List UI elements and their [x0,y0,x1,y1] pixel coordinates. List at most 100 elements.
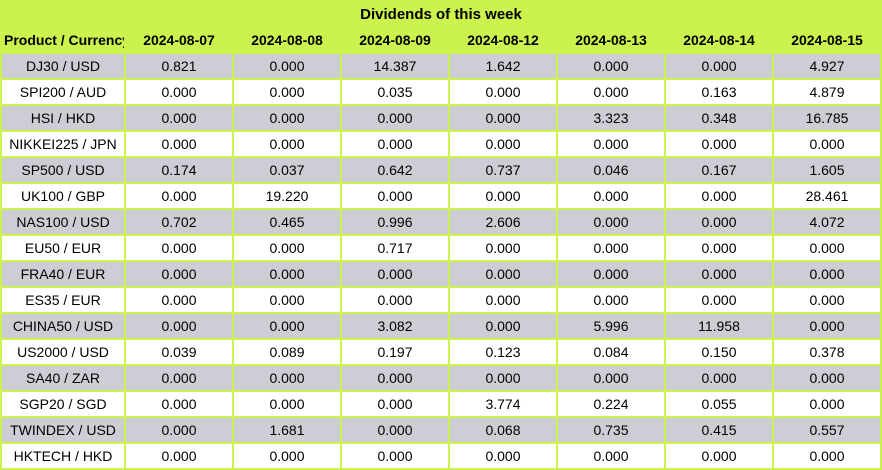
value-cell: 0.000 [124,390,234,418]
column-header-row: Product / Currency 2024-08-07 2024-08-08 20… [0,27,882,54]
value-cell: 0.000 [124,260,234,288]
value-cell: 0.224 [556,390,666,418]
table-row: CHINA50 / USD 0.000 0.000 3.082 0.000 5.996 11… [0,312,882,340]
value-cell: 0.000 [772,364,882,392]
value-cell: 0.000 [340,416,450,444]
product-cell: DJ30 / USD [0,52,126,80]
value-cell: 0.035 [340,78,450,106]
value-cell: 0.000 [664,260,774,288]
value-cell: 5.996 [556,312,666,340]
value-cell: 3.082 [340,312,450,340]
product-cell: NAS100 / USD [0,208,126,236]
value-cell: 0.000 [124,104,234,132]
value-cell: 1.605 [772,156,882,184]
value-cell: 0.000 [664,182,774,210]
product-cell: SPI200 / AUD [0,78,126,106]
value-cell: 0.000 [664,442,774,470]
value-cell: 0.000 [340,364,450,392]
value-cell: 0.000 [124,182,234,210]
product-cell: US2000 / USD [0,338,126,366]
value-cell: 0.000 [124,78,234,106]
product-cell: SA40 / ZAR [0,364,126,392]
value-cell: 28.461 [772,182,882,210]
table-row: HKTECH / HKD 0.000 0.000 0.000 0.000 0.000 0.0… [0,442,882,470]
date-column-header: 2024-08-09 [340,27,450,54]
value-cell: 0.821 [124,52,234,80]
value-cell: 0.000 [232,104,342,132]
value-cell: 0.000 [124,234,234,262]
value-cell: 0.717 [340,234,450,262]
value-cell: 0.000 [340,260,450,288]
value-cell: 0.000 [556,52,666,80]
value-cell: 0.000 [448,312,558,340]
value-cell: 0.000 [232,364,342,392]
value-cell: 0.000 [664,52,774,80]
value-cell: 0.000 [556,260,666,288]
value-cell: 0.000 [232,260,342,288]
value-cell: 0.000 [772,286,882,314]
table-row: NAS100 / USD 0.702 0.465 0.996 2.606 0.000 0.0… [0,208,882,236]
value-cell: 0.000 [556,442,666,470]
value-cell: 4.879 [772,78,882,106]
table-row: SP500 / USD 0.174 0.037 0.642 0.737 0.046 0.16… [0,156,882,184]
product-cell: ES35 / EUR [0,286,126,314]
table-row: SPI200 / AUD 0.000 0.000 0.035 0.000 0.000 0.1… [0,78,882,106]
value-cell: 0.000 [556,286,666,314]
value-cell: 0.123 [448,338,558,366]
date-column-header: 2024-08-12 [448,27,558,54]
value-cell: 0.000 [772,260,882,288]
value-cell: 0.000 [340,130,450,158]
value-cell: 4.072 [772,208,882,236]
value-cell: 11.958 [664,312,774,340]
value-cell: 0.167 [664,156,774,184]
value-cell: 0.150 [664,338,774,366]
value-cell: 16.785 [772,104,882,132]
value-cell: 0.000 [772,312,882,340]
product-cell: EU50 / EUR [0,234,126,262]
value-cell: 0.465 [232,208,342,236]
value-cell: 0.000 [664,130,774,158]
value-cell: 0.000 [232,130,342,158]
product-cell: SP500 / USD [0,156,126,184]
value-cell: 0.642 [340,156,450,184]
product-cell: NIKKEI225 / JPN [0,130,126,158]
value-cell: 0.000 [664,286,774,314]
value-cell: 0.000 [448,182,558,210]
value-cell: 0.996 [340,208,450,236]
table-row: US2000 / USD 0.039 0.089 0.197 0.123 0.084 0.1… [0,338,882,366]
value-cell: 0.000 [556,364,666,392]
product-cell: FRA40 / EUR [0,260,126,288]
table-row: SGP20 / SGD 0.000 0.000 0.000 3.774 0.224 0.05… [0,390,882,418]
value-cell: 19.220 [232,182,342,210]
product-currency-header: Product / Currency [0,27,126,54]
value-cell: 1.642 [448,52,558,80]
value-cell: 0.000 [772,234,882,262]
table-row: UK100 / GBP 0.000 19.220 0.000 0.000 0.000 0.0… [0,182,882,210]
value-cell: 0.000 [556,78,666,106]
value-cell: 0.046 [556,156,666,184]
value-cell: 0.000 [556,182,666,210]
value-cell: 0.000 [124,130,234,158]
value-cell: 0.000 [772,130,882,158]
value-cell: 0.000 [556,130,666,158]
table-row: TWINDEX / USD 0.000 1.681 0.000 0.068 0.735 0.… [0,416,882,444]
value-cell: 0.000 [556,208,666,236]
table-row: DJ30 / USD 0.821 0.000 14.387 1.642 0.000 0.00… [0,52,882,80]
value-cell: 0.055 [664,390,774,418]
value-cell: 0.197 [340,338,450,366]
product-cell: SGP20 / SGD [0,390,126,418]
value-cell: 0.000 [232,52,342,80]
value-cell: 0.000 [124,286,234,314]
value-cell: 0.557 [772,416,882,444]
table-body: DJ30 / USD 0.821 0.000 14.387 1.642 0.000 0.00… [0,52,882,470]
value-cell: 0.000 [232,390,342,418]
value-cell: 0.000 [124,364,234,392]
value-cell: 0.084 [556,338,666,366]
table-row: FRA40 / EUR 0.000 0.000 0.000 0.000 0.000 0.00… [0,260,882,288]
value-cell: 0.163 [664,78,774,106]
value-cell: 0.000 [340,104,450,132]
value-cell: 0.702 [124,208,234,236]
value-cell: 0.000 [124,416,234,444]
value-cell: 2.606 [448,208,558,236]
